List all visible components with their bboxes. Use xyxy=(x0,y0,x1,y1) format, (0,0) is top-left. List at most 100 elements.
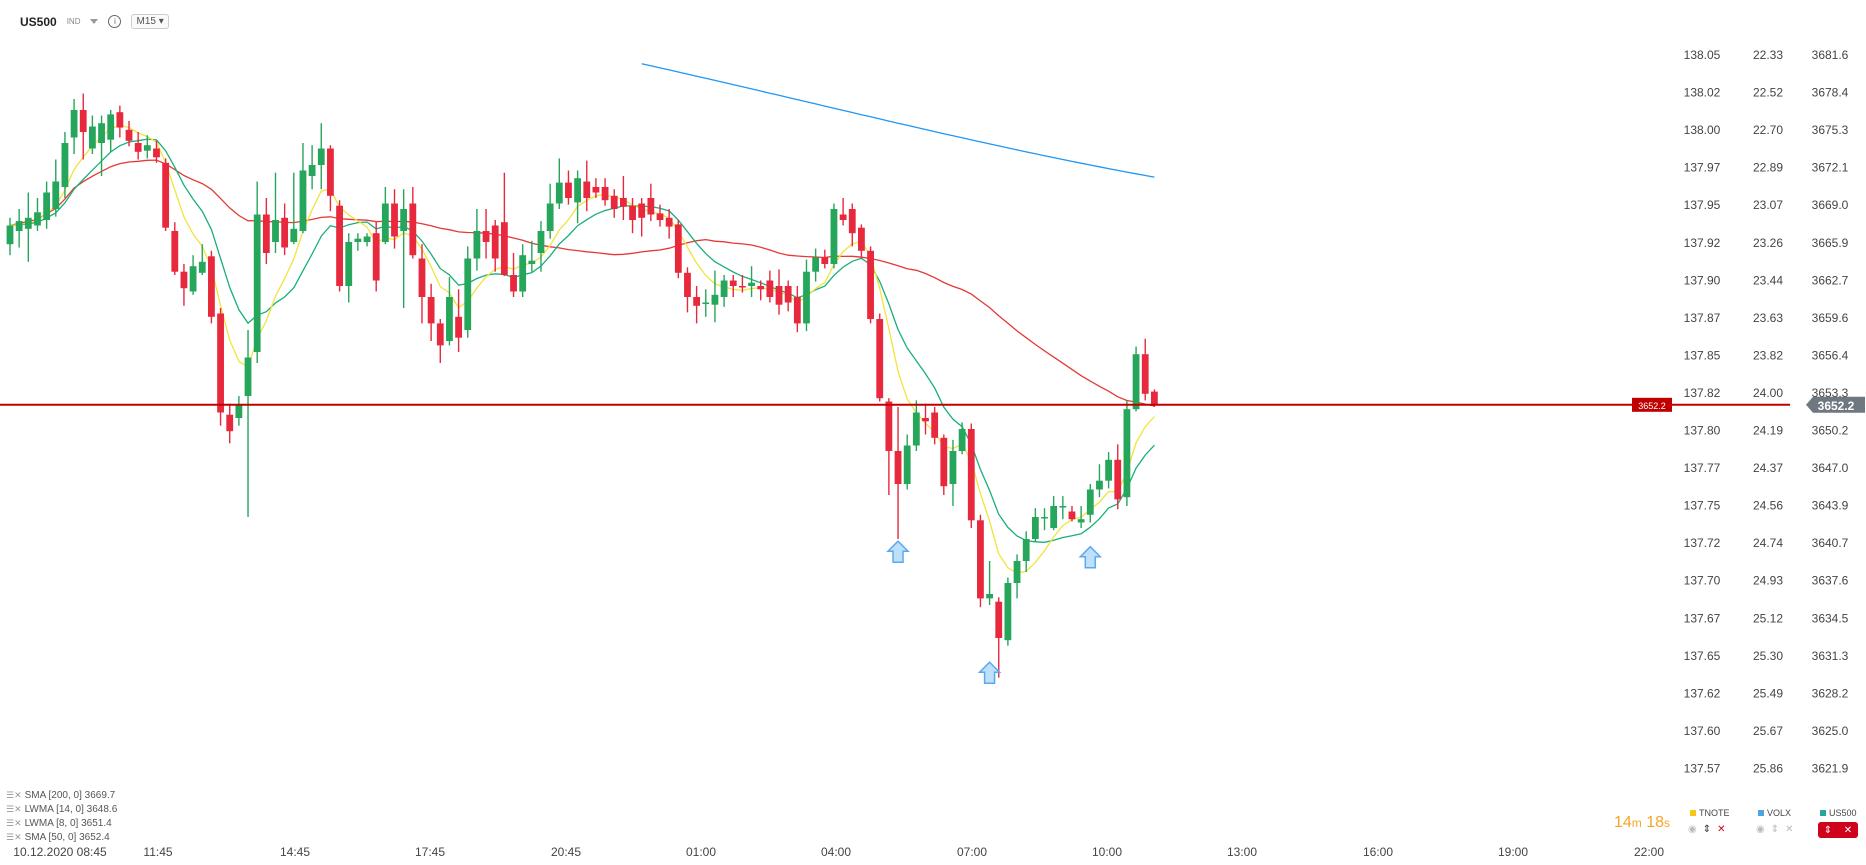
tnote-tick: 137.90 xyxy=(1684,273,1721,287)
x-tick-label: 17:45 xyxy=(415,845,445,859)
volx-tick: 23.07 xyxy=(1753,198,1783,212)
candle-body xyxy=(629,205,636,220)
candle-body xyxy=(748,282,755,286)
candle-body xyxy=(1013,561,1021,583)
indicator-label: SMA [50, 0] 3652.4 xyxy=(24,832,110,843)
symbol-label[interactable]: US500 xyxy=(20,14,57,29)
volx-tick: 22.89 xyxy=(1753,161,1783,175)
us500-tick: 3678.4 xyxy=(1812,86,1849,100)
volx-tick: 25.86 xyxy=(1753,761,1783,775)
settings-icon[interactable]: ⇕ xyxy=(1823,824,1833,836)
us500-tick: 3659.6 xyxy=(1812,311,1849,325)
candle-body xyxy=(1022,539,1030,561)
legend-volx[interactable]: VOLX xyxy=(1758,808,1791,818)
candle-body xyxy=(619,198,627,207)
close-icon[interactable]: ✕ xyxy=(1717,824,1726,835)
info-icon[interactable]: i xyxy=(108,15,122,28)
settings-icon[interactable]: ☰✕ xyxy=(6,818,22,829)
candle-body xyxy=(500,222,508,275)
lwma-8-line xyxy=(9,124,1155,574)
candle-body xyxy=(61,143,69,187)
candle-body xyxy=(171,231,179,272)
volx-tick: 22.33 xyxy=(1753,48,1783,62)
tnote-tick: 137.92 xyxy=(1684,236,1721,250)
settings-icon[interactable]: ☰✕ xyxy=(6,804,22,815)
settings-icon[interactable]: ☰✕ xyxy=(6,790,22,801)
us500-tick: 3640.7 xyxy=(1812,536,1849,550)
legend-tnote[interactable]: TNOTE xyxy=(1690,808,1730,818)
candle-body xyxy=(546,203,554,231)
volx-tick: 25.67 xyxy=(1753,724,1783,738)
up-arrow-icon xyxy=(886,540,910,563)
tnote-tick: 137.77 xyxy=(1684,461,1721,475)
candle-body xyxy=(107,114,115,140)
candle-body xyxy=(482,231,490,242)
tnote-tick: 137.65 xyxy=(1684,649,1721,663)
candle-body xyxy=(317,148,325,165)
candle-body xyxy=(98,123,105,143)
tnote-tick: 137.82 xyxy=(1684,386,1721,400)
candle-body xyxy=(528,260,536,264)
price-axes: 138.05 22.33 3681.6 138.02 22.52 3678.4 138.00… xyxy=(1684,48,1865,775)
price-level[interactable]: 3652.2 xyxy=(0,397,1790,412)
candle-body xyxy=(418,258,426,297)
candle-body xyxy=(601,187,609,201)
candle-body xyxy=(226,414,234,432)
timeframe-selector[interactable]: M15 ▾ xyxy=(131,14,169,29)
candle-body xyxy=(281,217,289,248)
candle-body xyxy=(88,126,96,149)
sma-200-line xyxy=(641,63,1155,178)
indicator-lwma-8[interactable]: ☰✕ LWMA [8, 0] 3651.4 xyxy=(6,818,112,829)
tnote-tick: 137.95 xyxy=(1684,198,1721,212)
tnote-tick: 138.02 xyxy=(1684,86,1721,100)
candle-body xyxy=(1123,409,1131,498)
indicator-sma-200[interactable]: ☰✕ SMA [200, 0] 3669.7 xyxy=(6,790,115,801)
candle-body xyxy=(967,429,975,521)
candle-body xyxy=(189,266,197,292)
volx-controls[interactable]: ◉ ⇕ ✕ xyxy=(1756,824,1794,835)
eye-icon[interactable]: ◉ xyxy=(1688,824,1697,835)
indicator-sma-50[interactable]: ☰✕ SMA [50, 0] 3652.4 xyxy=(6,832,110,843)
candle-body xyxy=(1086,489,1094,515)
candle-body xyxy=(409,203,417,256)
volx-tick: 23.82 xyxy=(1753,348,1783,362)
chevron-down-icon[interactable] xyxy=(90,19,99,24)
tnote-tick: 137.57 xyxy=(1684,761,1721,775)
candle-body xyxy=(665,217,673,227)
us500-tick: 3647.0 xyxy=(1812,461,1849,475)
tnote-tick: 137.85 xyxy=(1684,348,1721,362)
candle-body xyxy=(153,148,160,158)
us500-controls[interactable]: ⇕ ✕ xyxy=(1818,822,1858,838)
candle-body xyxy=(784,286,792,303)
close-icon[interactable]: ✕ xyxy=(1785,824,1794,835)
volx-tick: 24.74 xyxy=(1753,536,1783,550)
us500-tick: 3650.2 xyxy=(1812,424,1849,438)
candle-body xyxy=(821,257,829,264)
sort-icon[interactable]: ⇕ xyxy=(1702,824,1712,835)
candle-body xyxy=(43,192,51,220)
candle-body xyxy=(6,225,14,245)
settings-icon[interactable]: ☰✕ xyxy=(6,832,22,843)
tnote-controls[interactable]: ◉ ⇕ ✕ xyxy=(1688,824,1726,835)
candle-body xyxy=(931,412,939,438)
tnote-tick: 137.97 xyxy=(1684,161,1721,175)
candle-body xyxy=(1114,459,1122,500)
legend-us500[interactable]: US500 xyxy=(1820,808,1857,818)
x-tick-label: 20:45 xyxy=(551,845,581,859)
legend-swatch xyxy=(1758,810,1764,816)
legend-swatch xyxy=(1820,810,1826,816)
time-axis: 10.12.2020 08:45 11:45 14:45 17:45 20:45 01:0… xyxy=(13,845,1664,859)
candle-body xyxy=(894,451,902,484)
candle-body xyxy=(253,214,261,352)
us500-tick: 3637.6 xyxy=(1812,574,1849,588)
x-tick-label: 10:00 xyxy=(1092,845,1122,859)
candle-body xyxy=(235,404,243,418)
candle-body xyxy=(134,143,142,152)
indicator-lwma-14[interactable]: ☰✕ LWMA [14, 0] 3648.6 xyxy=(6,804,117,815)
eye-icon[interactable]: ◉ xyxy=(1756,824,1765,835)
close-icon[interactable]: ✕ xyxy=(1843,824,1853,836)
volx-tick: 22.70 xyxy=(1753,123,1783,137)
sort-icon[interactable]: ⇕ xyxy=(1770,824,1780,835)
candle-body xyxy=(15,221,23,231)
